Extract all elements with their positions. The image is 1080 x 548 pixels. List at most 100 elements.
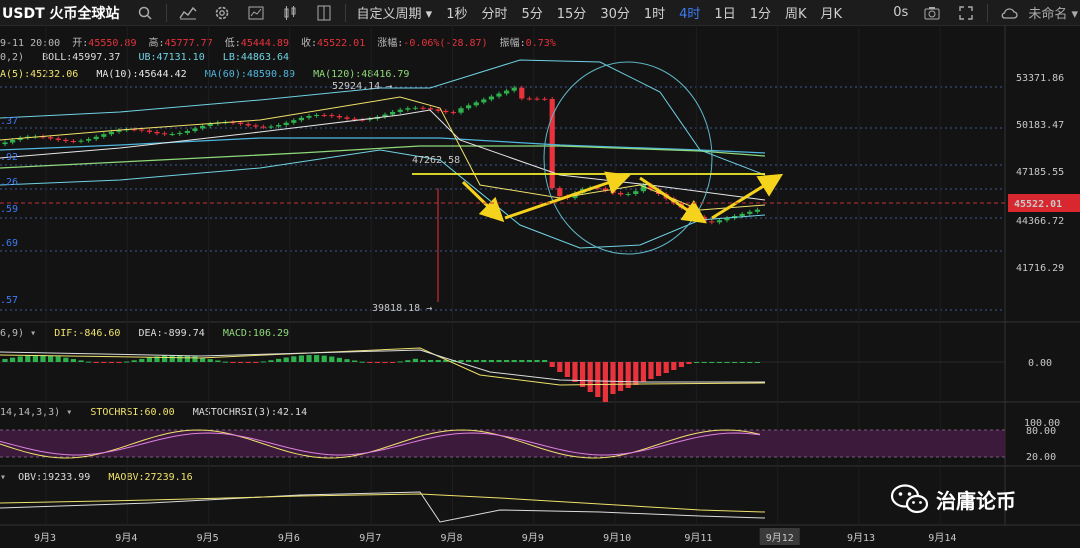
candle-body	[587, 187, 593, 190]
candle-body	[382, 114, 388, 117]
candle-body	[701, 216, 707, 222]
candle-body	[116, 130, 122, 132]
fullscreen-icon[interactable]	[955, 4, 977, 22]
candle-body	[268, 126, 274, 128]
stoch-collapse-icon[interactable]: ▾	[66, 407, 73, 418]
macd-bar	[298, 355, 304, 362]
boll-ub: UB:47131.10	[138, 52, 205, 63]
candle-icon[interactable]	[279, 4, 301, 22]
candle-body	[739, 213, 745, 217]
period-month[interactable]: 月K	[820, 7, 843, 22]
ohlc-high-label: 高:	[148, 38, 165, 49]
candle-body	[580, 189, 586, 193]
boll-params: 0,2)	[0, 52, 25, 63]
candle-body	[709, 221, 715, 223]
candle-body	[78, 140, 84, 142]
candle-body	[314, 115, 320, 117]
macd-bar	[215, 360, 221, 362]
maobv-value: MAOBV:27239.16	[108, 472, 193, 483]
macd-bar	[336, 357, 342, 362]
boll-bar: 0,2) BOLL:45997.37 UB:47131.10 LB:44863.…	[0, 52, 289, 63]
obv-collapse-icon[interactable]: ▾	[0, 472, 7, 483]
pattern-arrow	[711, 173, 784, 220]
chart-type-icon[interactable]	[245, 4, 267, 22]
macd-bar	[488, 360, 494, 362]
current-price-label: 45522.01	[1014, 199, 1062, 210]
symbol-title[interactable]: USDT 火币全球站	[2, 5, 120, 22]
period-30m[interactable]: 30分	[600, 7, 630, 22]
candle-body	[25, 136, 31, 138]
divider	[165, 3, 167, 22]
ma60-value: MA(60):48590.89	[204, 69, 296, 80]
indicator-icon[interactable]	[177, 4, 199, 22]
boll-lb: LB:44863.64	[222, 52, 290, 63]
ohlc-amp: 0.73%	[525, 38, 556, 49]
macd-bar	[572, 362, 578, 382]
macd-tick-label: 0.00	[1028, 358, 1052, 369]
macd-bar	[481, 360, 487, 362]
boll-value: BOLL:45997.37	[42, 52, 121, 63]
macd-bar	[2, 359, 8, 362]
ma-bar: A(5):45232.06 MA(10):45644.42 MA(60):485…	[0, 69, 409, 80]
macd-bar	[656, 362, 662, 376]
period-1d[interactable]: 1日	[714, 7, 736, 22]
candle-body	[367, 118, 373, 120]
right-tools: 0s 未命名 ▾	[886, 0, 1080, 25]
period-1s[interactable]: 1秒	[446, 7, 468, 22]
layout-name-dropdown[interactable]: 未命名 ▾	[1028, 7, 1078, 22]
ma-boll-lines	[0, 59, 766, 523]
period-week[interactable]: 周K	[784, 7, 807, 22]
macd-bar	[519, 360, 525, 362]
search-icon[interactable]	[134, 4, 156, 22]
period-4h[interactable]: 4时	[679, 7, 701, 22]
candle-body	[511, 87, 517, 91]
candle-body	[344, 117, 350, 119]
price-tick-label: 47185.55	[1016, 167, 1064, 178]
macd-collapse-icon[interactable]: ▾	[30, 328, 37, 339]
macd-bar	[709, 362, 715, 363]
wechat-icon	[890, 484, 929, 514]
period-15m[interactable]: 15分	[556, 7, 587, 22]
macd-bar	[314, 355, 320, 362]
candle-body	[352, 118, 358, 120]
candle-body	[488, 96, 494, 100]
candle-body	[40, 136, 46, 138]
cloud-icon[interactable]	[998, 4, 1020, 22]
macd-bar	[93, 362, 99, 363]
camera-icon[interactable]	[921, 4, 943, 22]
macd-bar	[610, 362, 616, 394]
price-tick-label: 41716.29	[1016, 263, 1064, 274]
macd-bar	[359, 361, 365, 363]
candle-body	[618, 192, 624, 195]
candle-body	[640, 184, 646, 192]
current-price-badge	[1008, 194, 1080, 212]
period-5m[interactable]: 5分	[521, 7, 543, 22]
divider	[344, 3, 346, 22]
layout-icon[interactable]	[313, 4, 335, 22]
candle-body	[595, 187, 601, 189]
ma5-value: A(5):45232.06	[0, 69, 79, 80]
ma60-line	[0, 137, 766, 154]
macd-bar	[526, 360, 532, 362]
macd-bar	[192, 356, 198, 362]
layout-name-label: 未命名	[1028, 7, 1068, 22]
candle-body	[86, 139, 92, 141]
period-1m[interactable]: 1分	[749, 7, 771, 22]
macd-bar	[724, 362, 730, 363]
countdown: 0s	[893, 5, 909, 20]
period-1h[interactable]: 1时	[643, 7, 666, 22]
date-tick-label: 9月5	[197, 532, 219, 544]
candle-body	[238, 122, 244, 124]
candle-body	[557, 188, 563, 197]
macd-bar	[222, 361, 228, 363]
price-tick-label: 53371.86	[1016, 73, 1064, 84]
macd-bar	[291, 356, 297, 362]
period-timeline[interactable]: 分时	[481, 7, 508, 22]
gear-icon[interactable]	[211, 4, 233, 22]
candle-body	[10, 139, 16, 143]
candle-body	[2, 142, 8, 145]
candle-body	[230, 122, 236, 124]
macd-bar	[602, 362, 608, 402]
macd-bar	[428, 360, 434, 362]
custom-period-dropdown[interactable]: 自定义周期 ▾	[356, 7, 433, 22]
